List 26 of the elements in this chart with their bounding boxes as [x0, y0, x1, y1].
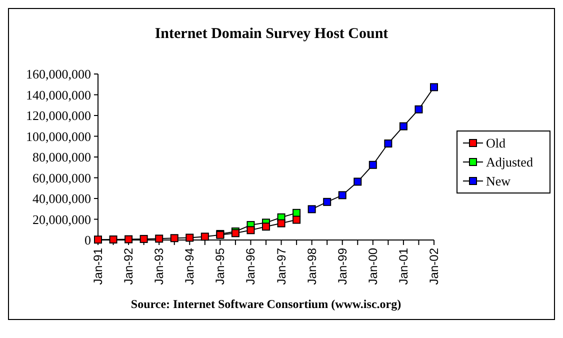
- legend-label: Old: [486, 136, 506, 151]
- x-tick-label: Jan-99: [335, 248, 350, 285]
- x-tick-label: Jan-97: [274, 248, 288, 285]
- x-tick-label: Jan-00: [366, 248, 380, 285]
- y-tick-label: 100,000,000: [26, 128, 91, 144]
- x-tick-label: Jan-92: [122, 248, 136, 285]
- x-tick-label: Jan-02: [427, 248, 441, 285]
- legend-label: New: [486, 174, 512, 189]
- y-tick-label: 60,000,000: [32, 170, 91, 186]
- x-tick-label: Jan-98: [304, 248, 319, 285]
- legend-label: Adjusted: [486, 154, 534, 170]
- x-tick-label: Jan-95: [213, 248, 228, 285]
- source-note: Source: Internet Software Consortium (www.isc.org): [130, 297, 402, 311]
- x-tick-label: Jan-96: [244, 248, 258, 285]
- y-tick-label: 140,000,000: [26, 87, 91, 102]
- x-tick-label: Jan-01: [396, 248, 410, 285]
- y-tick-label: 120,000,000: [26, 108, 91, 124]
- y-tick-label: 160,000,000: [26, 66, 91, 82]
- y-tick-label: 0: [84, 232, 91, 248]
- y-tick-label: 40,000,000: [32, 191, 91, 206]
- x-tick-label: Jan-91: [91, 248, 105, 285]
- y-tick-label: 80,000,000: [32, 150, 91, 165]
- y-tick-label: 20,000,000: [32, 212, 91, 227]
- x-tick-label: Jan-94: [182, 248, 197, 285]
- chart-title: Internet Domain Survey Host Count: [154, 26, 388, 42]
- x-tick-label: Jan-93: [152, 248, 166, 285]
